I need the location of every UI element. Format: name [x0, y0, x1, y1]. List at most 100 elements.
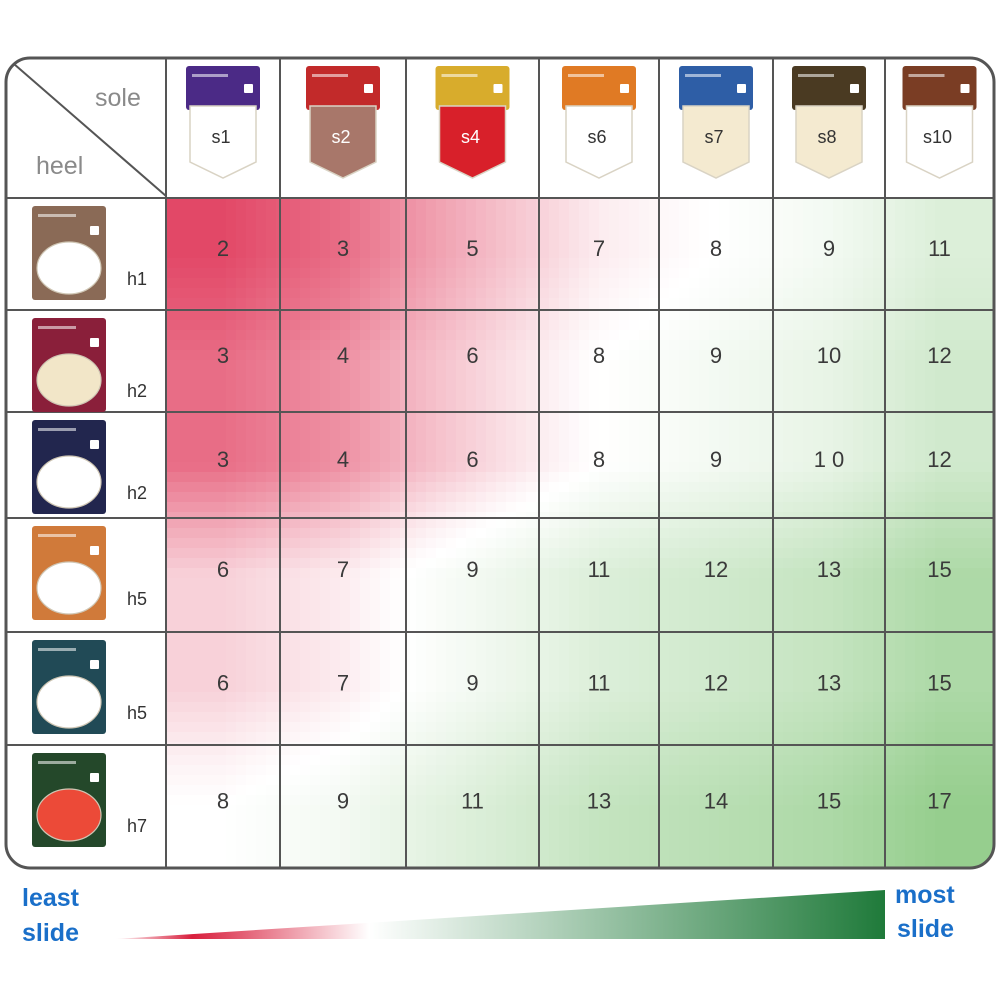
package-stripe [908, 74, 945, 77]
heat-cell [885, 745, 994, 868]
sole-package: s8 [792, 66, 866, 179]
heat-cell [659, 310, 774, 413]
sole-swatch [905, 105, 974, 179]
brand-badge [90, 338, 99, 347]
sole-swatch [682, 105, 750, 179]
heat-cell [406, 412, 540, 519]
value-label: 1 0 [814, 447, 845, 472]
brand-badge [737, 84, 746, 93]
heat-cell [659, 518, 774, 633]
heel-swatch [36, 241, 102, 295]
value-label: 7 [593, 236, 605, 261]
sole-label: s1 [211, 127, 230, 147]
brand-badge [90, 226, 99, 235]
value-label: 7 [337, 670, 349, 695]
value-label: 15 [927, 670, 951, 695]
value-label: 14 [704, 788, 728, 813]
sole-label: s4 [461, 127, 480, 147]
brand-badge [850, 84, 859, 93]
value-label: 8 [593, 343, 605, 368]
heat-cells [166, 198, 994, 868]
package-stripe [38, 534, 76, 537]
value-label: 2 [217, 236, 229, 261]
sole-swatch [438, 105, 507, 179]
value-label: 11 [588, 670, 611, 695]
legend-least-label-1: least [22, 884, 80, 912]
corner-heel-label: heel [36, 152, 83, 180]
sole-package: s7 [679, 66, 753, 179]
value-label: 8 [593, 447, 605, 472]
sole-package: s4 [435, 66, 510, 179]
heel-package: h2 [32, 318, 147, 412]
value-label: 9 [337, 788, 349, 813]
sole-label: s8 [817, 127, 836, 147]
brand-badge [244, 84, 253, 93]
table-body [6, 58, 994, 868]
sole-package: s6 [562, 66, 636, 179]
package-stripe [38, 428, 76, 431]
package-stripe [38, 214, 76, 217]
value-label: 9 [823, 236, 835, 261]
slide-legend: least slide most slide [22, 881, 955, 947]
heat-cell [166, 310, 281, 413]
heat-cell [773, 518, 886, 633]
grid-lines [6, 58, 994, 868]
value-label: 7 [337, 557, 349, 582]
value-labels: 2 3 5 7 8 9 113 4 6 8 9 10 123 4 6 8 9 1 0 126 7 9 11 12 13 156 7… [217, 236, 952, 814]
heat-cell [773, 198, 886, 311]
heel-label: h5 [127, 589, 147, 609]
package-stripe [798, 74, 834, 77]
heat-cell [885, 632, 994, 746]
package-stripe [38, 761, 76, 764]
heat-cell [166, 198, 281, 311]
heat-cell [406, 518, 540, 633]
heel-label: h2 [127, 381, 147, 401]
heat-cell [406, 310, 540, 413]
heat-cell [539, 310, 660, 413]
value-label: 8 [710, 236, 722, 261]
heel-label: h1 [127, 269, 147, 289]
value-label: 15 [927, 557, 951, 582]
value-label: 10 [817, 343, 841, 368]
value-label: 9 [466, 557, 478, 582]
value-label: 12 [704, 670, 728, 695]
value-label: 12 [704, 557, 728, 582]
heel-label: h2 [127, 483, 147, 503]
value-label: 5 [466, 236, 478, 261]
package-stripe [312, 74, 348, 77]
package-stripe [685, 74, 721, 77]
sole-label: s6 [587, 127, 606, 147]
value-label: 9 [710, 447, 722, 472]
heat-cell [885, 198, 994, 311]
heat-cell [773, 310, 886, 413]
heat-cell [166, 518, 281, 633]
heat-cell [406, 745, 540, 868]
sole-column-headers: s1 s2 s4 s6 s7 s8 s10 [186, 66, 977, 179]
brand-badge [90, 660, 99, 669]
brand-badge [493, 84, 503, 93]
package-stripe [38, 326, 76, 329]
sole-package: s1 [186, 66, 260, 179]
corner-diagonal [13, 63, 167, 197]
value-label: 8 [217, 788, 229, 813]
heel-swatch [36, 675, 102, 729]
value-label: 15 [817, 788, 841, 813]
value-label: 3 [337, 236, 349, 261]
heel-package: h7 [32, 753, 147, 847]
heat-cell [539, 518, 660, 633]
heat-cell [280, 632, 407, 746]
heat-cell [166, 632, 281, 746]
heat-cell [166, 745, 281, 868]
heat-cell [659, 632, 774, 746]
value-label: 6 [466, 343, 478, 368]
value-label: 12 [927, 343, 951, 368]
brand-badge [90, 440, 99, 449]
heat-cell [280, 310, 407, 413]
sole-swatch [795, 105, 863, 179]
sole-swatch [565, 105, 633, 179]
heel-package: h2 [32, 420, 147, 514]
corner-sole-label: sole [95, 84, 141, 112]
brand-badge [90, 773, 99, 782]
heat-cell [166, 412, 281, 519]
value-label: 4 [337, 447, 349, 472]
